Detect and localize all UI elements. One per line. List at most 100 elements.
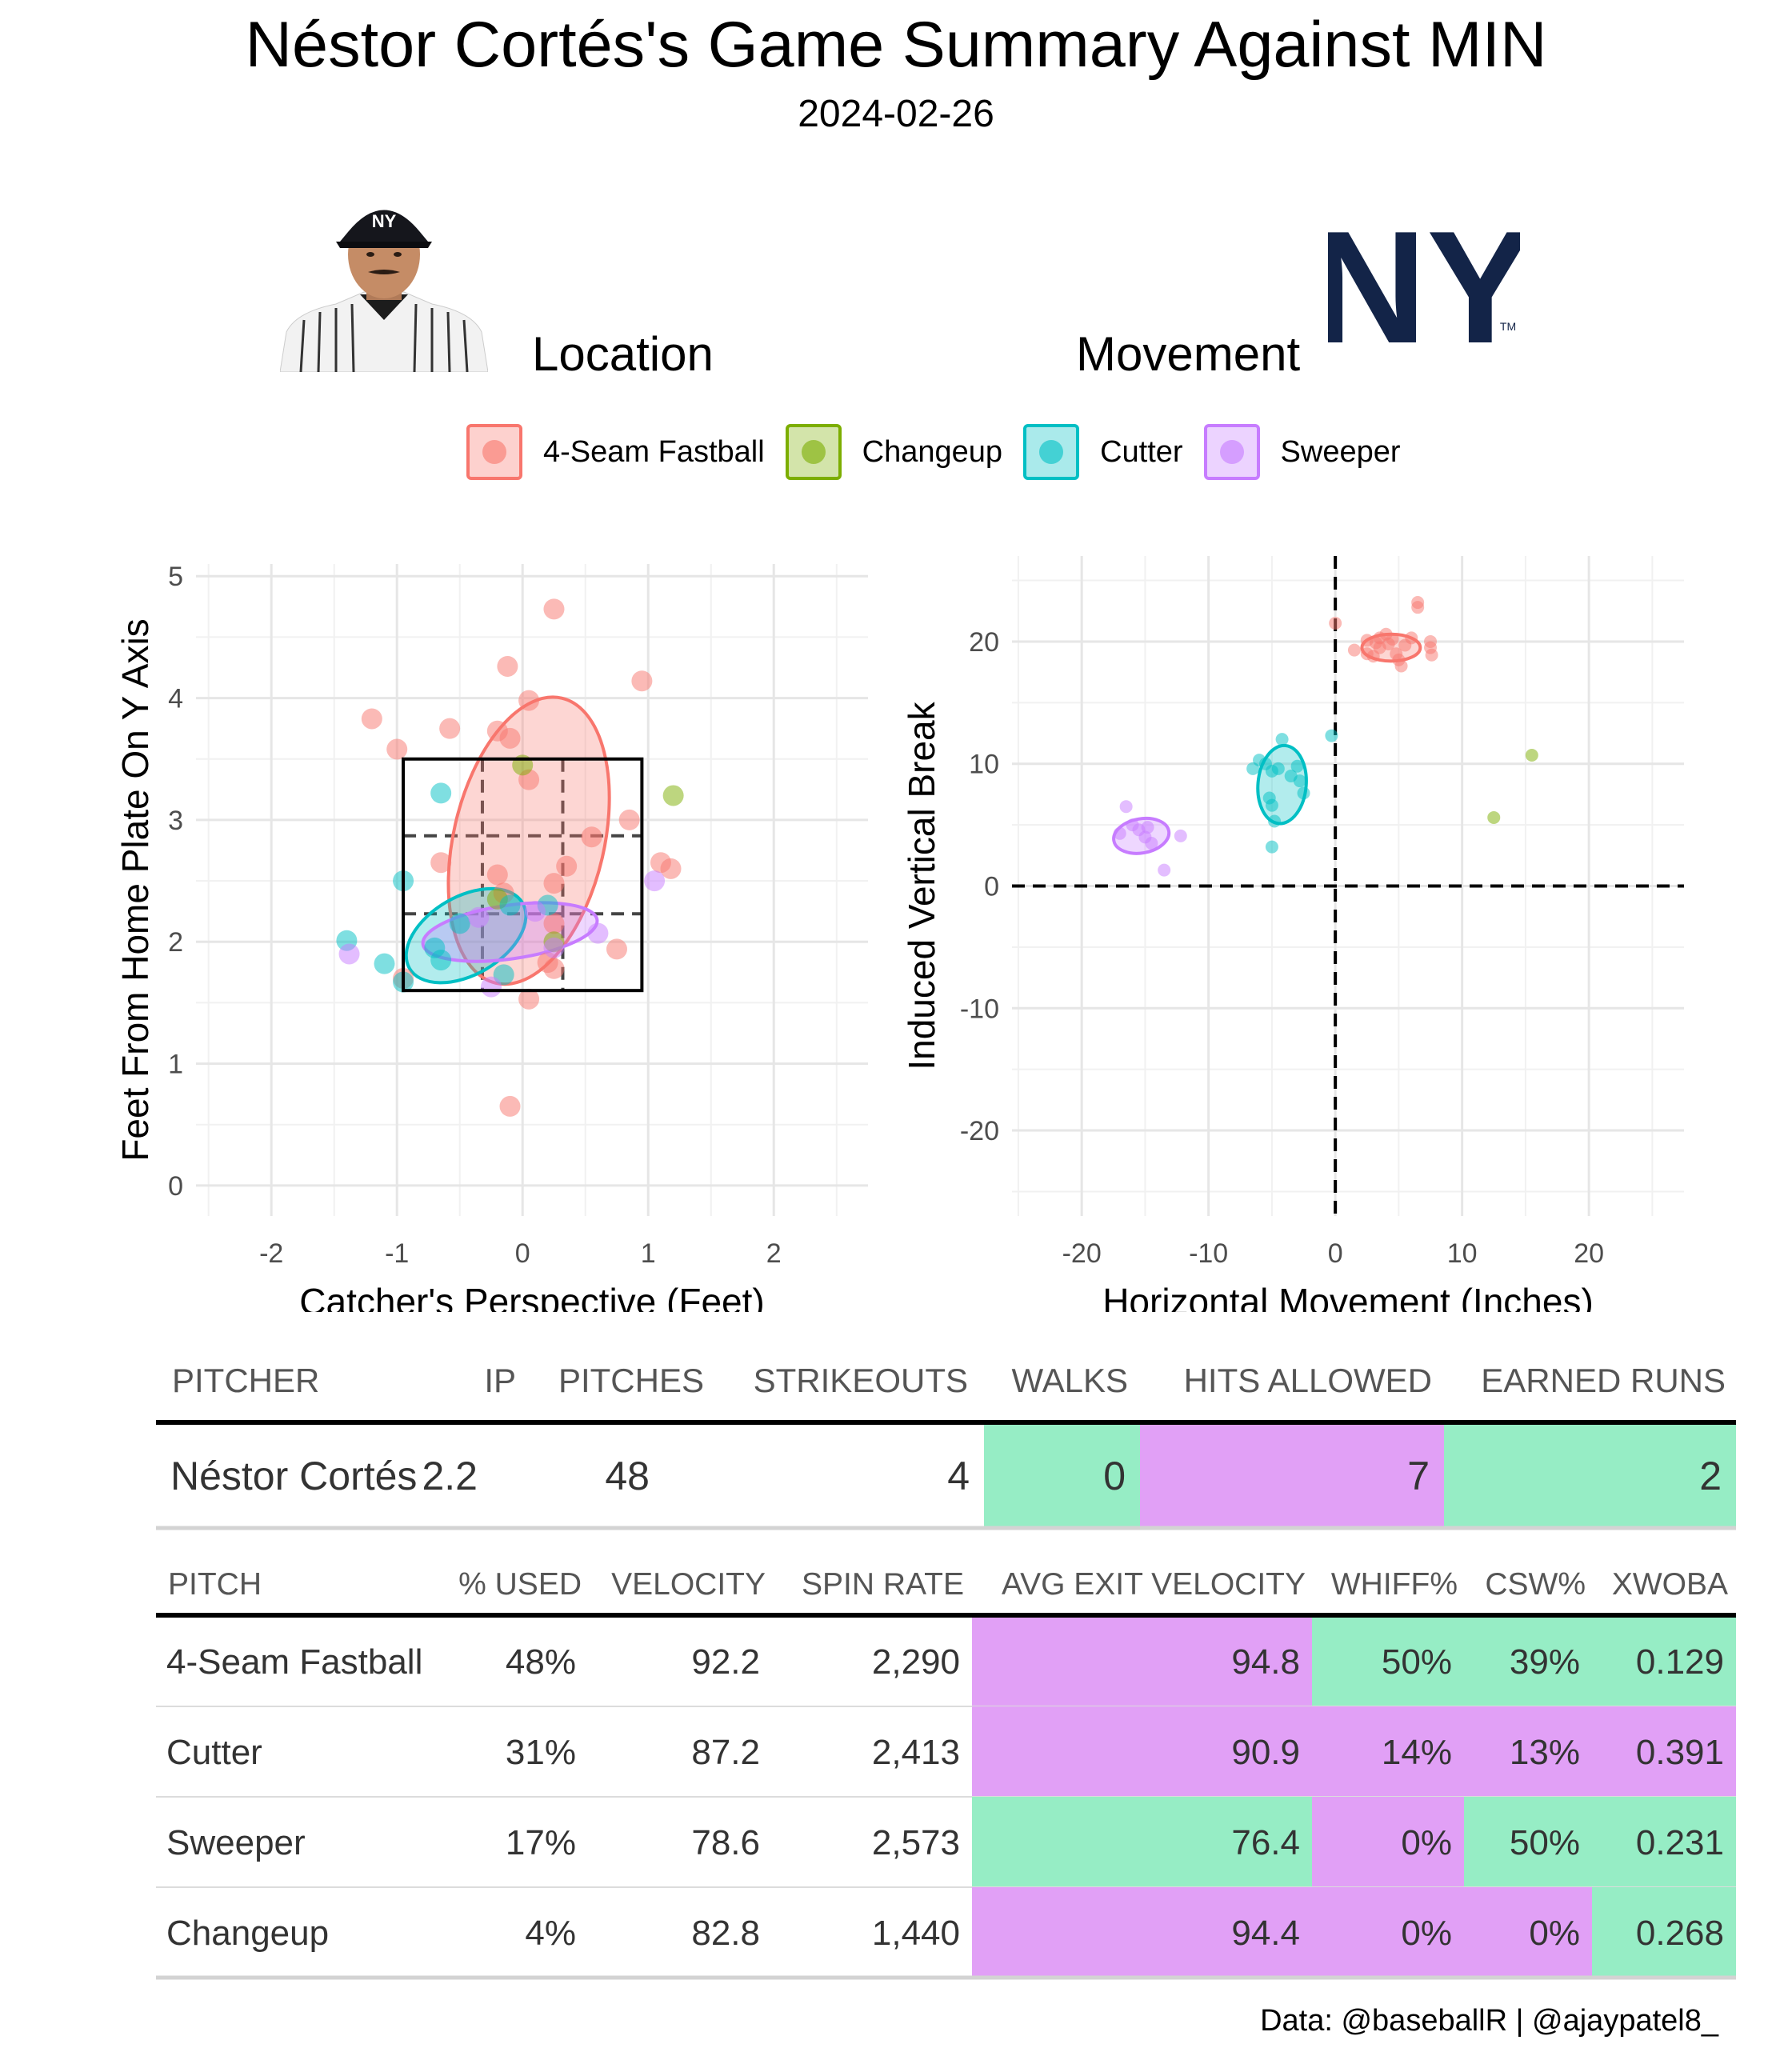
data-point [606,938,627,960]
pitch-cell: 13% [1510,1733,1580,1772]
y-tick-label: -10 [960,994,999,1024]
data-point [449,913,470,934]
pitch-cell: 14% [1382,1733,1452,1772]
pitch-cell: 2,290 [872,1642,960,1682]
pitch-cell-fill [1592,1616,1736,1706]
pitch-cell: Changeup [166,1914,329,1953]
x-tick-label: 1 [641,1238,656,1269]
data-point [499,1095,521,1117]
table-row: Cutter 31% 87.2 2,413 90.9 14% 13% 0.391 [156,1706,1736,1798]
data-point [543,937,565,958]
data-point [1425,648,1438,662]
data-point [1275,733,1289,746]
legend-dot [482,440,506,464]
pitch-cell: 0.231 [1636,1823,1724,1862]
yankees-ny-logo: NY TM [1328,198,1520,366]
summary-cell: 7 [1407,1454,1430,1498]
x-tick-label: 0 [515,1238,530,1269]
data-point [631,670,653,692]
movement-chart: -20 -10 0 10 20 -20 -10 0 10 20 Horizontal Movemen… [901,556,1684,1312]
pitch-cell-fill [1312,1616,1464,1706]
data-point [1297,786,1310,800]
pitcher-summary-table: PITCHER IP PITCHES STRIKEOUTS WALKS HITS ALLO… [156,1362,1736,1530]
chart-legend: 4-Seam Fastball Changeup Cutter Sweeper [466,420,1422,484]
data-point [1369,636,1382,650]
y-tick-label: 0 [168,1171,183,1202]
pitch-cell-fill [972,1706,1312,1797]
svg-text:NY: NY [372,211,397,231]
x-axis-label: Horizontal Movement (Inches) [1102,1281,1594,1312]
table-row: 4-Seam Fastball 48% 92.2 2,290 94.8 50% 39% 0.1… [156,1616,1736,1707]
data-point [430,782,452,804]
pitch-cell-fill [1464,1706,1592,1797]
data-point [1268,814,1282,828]
data-point [1119,800,1133,814]
pitch-cell: 0.391 [1636,1733,1724,1772]
pitch-breakdown-table: PITCH % USED VELOCITY SPIN RATE AVG EXIT VEL… [156,1567,1736,1980]
pitch-cell: 90.9 [1231,1733,1300,1772]
summary-header: IP [484,1362,516,1399]
legend-label: Cutter [1100,434,1183,469]
pitch-cell: 82.8 [691,1914,760,1953]
data-point [1145,837,1158,850]
pitch-cell-fill [1592,1706,1736,1797]
summary-header: PITCHER [172,1362,319,1399]
summary-header: PITCHES [558,1362,704,1399]
summary-cell: 4 [947,1454,970,1498]
data-credit: Data: @baseballR | @ajaypatel8_ [1260,2004,1718,2038]
data-point [543,873,565,894]
summary-header: STRIKEOUTS [754,1362,968,1399]
pitch-cell: 1,440 [872,1914,960,1953]
data-point [486,864,508,886]
location-chart: -2 -1 0 1 2 0 1 2 3 4 5 Catcher's Perspective (Feet… [114,562,868,1312]
data-point [1290,759,1304,773]
pitch-cell-fill [1312,1887,1464,1978]
pitch-cell: 94.8 [1231,1642,1300,1682]
x-tick-label: 0 [1328,1238,1343,1269]
summary-cell-fill [984,1424,1140,1526]
data-point [486,720,508,742]
data-point [662,785,684,806]
pitch-cell-fill [972,1887,1312,1978]
data-point [1411,601,1425,614]
data-point [556,855,578,877]
team-logo-text: NY [1328,198,1520,366]
data-point [1271,762,1285,775]
grid [1012,556,1684,1216]
data-point [518,690,540,711]
pitch-cell: 0.129 [1636,1642,1724,1682]
data-point [518,988,540,1010]
data-point [1487,810,1501,824]
summary-header: HITS ALLOWED [1184,1362,1432,1399]
data-point [480,976,502,998]
pitch-cell: 50% [1382,1642,1452,1682]
data-point [430,852,452,874]
grid [196,564,868,1216]
legend-item: Cutter [1023,424,1183,480]
data-point [1405,631,1418,645]
data-point [543,598,565,620]
y-tick-label: 5 [168,562,183,592]
location-panel-title: Location [532,327,714,381]
y-tick-label: 3 [168,806,183,836]
summary-header: WALKS [1012,1362,1128,1399]
y-tick-label: 2 [168,927,183,958]
page-title: Néstor Cortés's Game Summary Against MIN [245,9,1547,81]
pitch-cell: 0.268 [1636,1914,1724,1953]
data-point [1347,643,1361,657]
y-axis-label: Feet From Home Plate On Y Axis [114,618,156,1161]
y-tick-label: -20 [960,1116,999,1146]
pitch-cell: 78.6 [691,1823,760,1862]
pitch-cell-fill [1464,1797,1592,1887]
movement-panel-title: Movement [1076,327,1301,381]
data-point [424,937,446,958]
legend-item: Changeup [785,424,1002,480]
x-tick-label: 2 [766,1238,782,1269]
pitch-cell: 48% [506,1642,576,1682]
y-axis-label: Induced Vertical Break [901,701,942,1070]
data-point [543,958,565,979]
pitch-cell: 31% [506,1733,576,1772]
summary-cell: Néstor Cortés [170,1454,417,1498]
summary-cell-fill [1444,1424,1736,1526]
x-tick-label: 20 [1574,1238,1604,1269]
